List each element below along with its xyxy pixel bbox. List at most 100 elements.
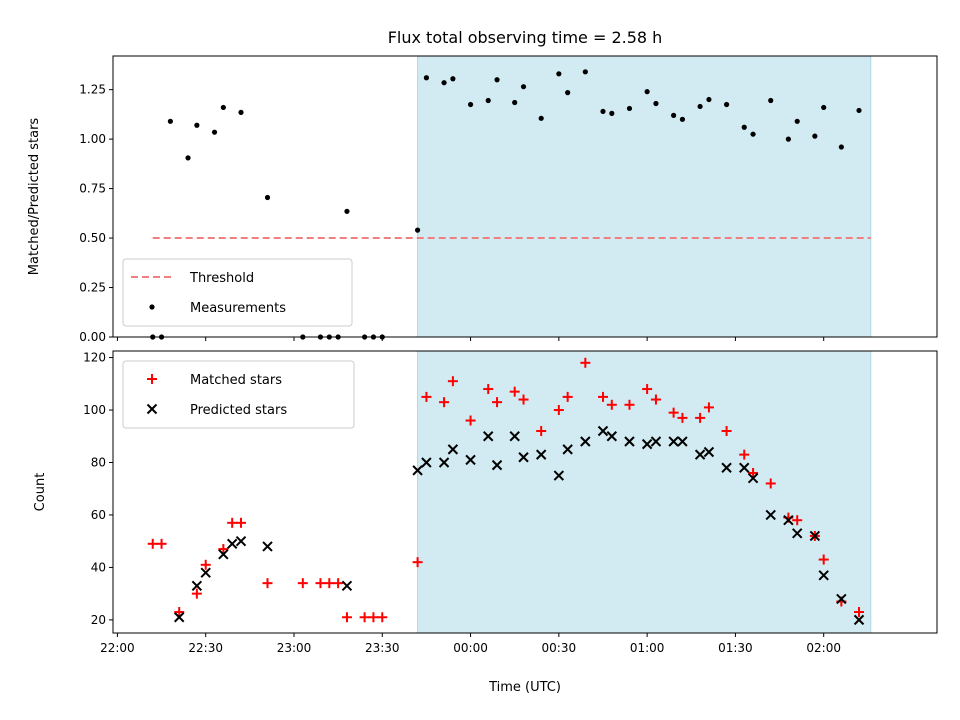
predicted-star-point: [518, 452, 529, 463]
measurement-point: [423, 75, 430, 81]
matched-star-point: [536, 426, 547, 437]
matched-star-point: [854, 607, 865, 618]
measurement-point: [812, 133, 818, 139]
predicted-star-point: [483, 431, 494, 442]
matched-star-point: [818, 554, 829, 565]
measurement-point: [494, 77, 500, 83]
bottom-y-tick-label: 80: [91, 455, 106, 469]
predicted-star-point: [597, 425, 609, 437]
x-tick-label: 22:30: [188, 641, 223, 655]
matched-star-point: [324, 578, 335, 589]
matched-star-point: [721, 426, 732, 437]
top-y-tick-label: 0.75: [79, 182, 106, 196]
predicted-star-point: [235, 535, 247, 547]
matched-star-point: [703, 402, 714, 413]
matched-star-point: [739, 449, 750, 460]
measurement-point: [741, 124, 747, 130]
matched-star-point: [748, 467, 759, 478]
matched-star-point: [677, 412, 688, 423]
matched-star-point: [421, 391, 432, 402]
bottom-span-rect: [417, 350, 872, 634]
predicted-star-point: [836, 593, 847, 605]
matched-star-point: [447, 376, 458, 387]
predicted-star-point: [562, 444, 573, 455]
matched-star-point: [333, 578, 344, 589]
matched-star-point: [483, 384, 494, 395]
top-y-tick-label: 0.25: [79, 281, 106, 295]
matched-stars-points: [147, 357, 865, 623]
matched-star-point: [465, 415, 476, 426]
measurement-point: [414, 227, 421, 233]
matched-star-point: [297, 578, 308, 589]
predicted-star-point: [650, 436, 662, 447]
predicted-star-point: [447, 444, 459, 455]
predicted-star-point: [341, 580, 353, 591]
top-y-axis: 0.00 0.25 0.50 0.75 1.00 1.25: [79, 83, 113, 344]
measurement-point: [785, 136, 791, 142]
x-tick-label: 01:00: [630, 641, 665, 655]
top-y-tick-label: 1.25: [79, 83, 106, 97]
bottom-y-tick-label: 100: [83, 403, 106, 417]
bottom-y-axis-label: Count: [33, 473, 48, 512]
predicted-star-point: [818, 570, 829, 581]
measurement-point: [723, 101, 730, 108]
matched-star-point: [368, 612, 379, 623]
measurement-point: [344, 208, 350, 214]
bottom-y-axis: 20 40 60 80 100 120: [83, 351, 113, 627]
measurement-point: [821, 104, 827, 111]
matched-star-point: [315, 578, 326, 589]
predicted-star-point: [226, 538, 238, 550]
x-tick-label: 00:30: [542, 641, 577, 655]
predicted-star-point: [553, 470, 565, 481]
predicted-star-point: [809, 530, 821, 542]
measurement-point: [582, 69, 588, 75]
matched-star-point: [377, 612, 388, 623]
legend-matched-swatch: [147, 374, 157, 384]
predicted-star-point: [535, 449, 547, 460]
measurement-point: [653, 100, 659, 107]
legend-threshold-label: Threshold: [189, 271, 254, 286]
measurement-point: [679, 116, 686, 122]
measurement-point: [538, 115, 544, 121]
bottom-legend: Matched stars Predicted stars: [122, 360, 355, 429]
matched-star-point: [191, 588, 202, 599]
matched-star-point: [668, 407, 679, 418]
matched-star-point: [650, 394, 661, 405]
predicted-star-point: [677, 436, 688, 447]
predicted-star-point: [765, 509, 776, 521]
matched-star-point: [553, 405, 564, 416]
matched-star-point: [606, 399, 617, 410]
bottom-legend-box: [122, 360, 355, 429]
predicted-star-point: [218, 549, 229, 560]
measurement-point: [838, 144, 844, 150]
measurement-point: [520, 84, 527, 90]
measurement-point: [220, 104, 226, 111]
x-tick-label: 00:00: [453, 641, 488, 655]
measurement-point: [671, 112, 677, 118]
predicted-star-point: [694, 449, 706, 460]
bottom-y-tick-label: 60: [91, 508, 106, 522]
matched-star-point: [227, 517, 238, 528]
matched-star-point: [174, 607, 185, 618]
predicted-star-point: [721, 462, 732, 473]
measurement-point: [794, 118, 800, 124]
measurement-point: [609, 110, 615, 116]
predicted-star-point: [747, 473, 759, 484]
measurement-point: [697, 103, 703, 110]
predicted-star-point: [739, 462, 750, 473]
x-tick-label: 23:00: [277, 641, 312, 655]
measurement-point: [264, 194, 271, 201]
measurement-point: [512, 99, 518, 106]
predicted-star-point: [783, 514, 794, 526]
x-tick-label: 22:00: [100, 641, 135, 655]
top-panel-ratio: Flux total observing time = 2.58 h Match…: [27, 28, 938, 344]
measurement-point: [211, 129, 218, 135]
predicted-star-point: [491, 459, 503, 471]
predicted-star-point: [438, 457, 450, 468]
matched-star-point: [439, 397, 450, 408]
measurement-point: [185, 155, 191, 161]
x-tick-label: 01:30: [718, 641, 753, 655]
measurement-point: [706, 96, 712, 103]
predicted-star-point: [200, 567, 211, 578]
measurement-point: [441, 80, 447, 86]
